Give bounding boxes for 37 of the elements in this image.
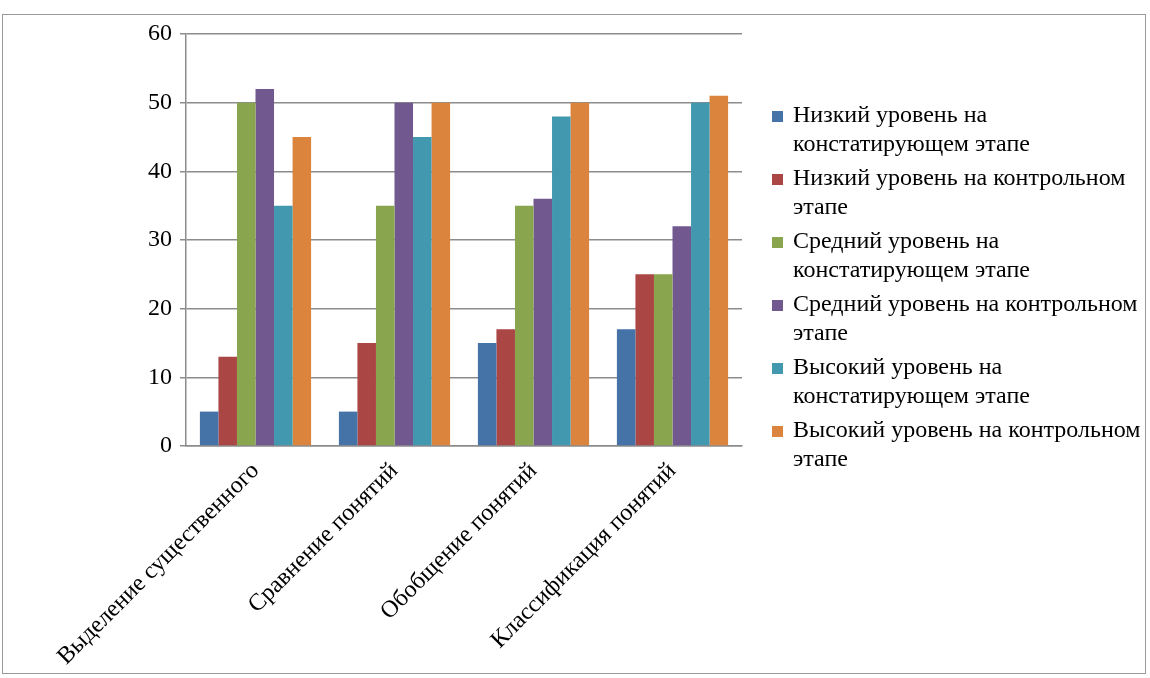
y-tick-label: 0 <box>160 431 172 458</box>
bar <box>552 116 571 446</box>
bar <box>274 205 293 446</box>
bar <box>199 411 219 446</box>
bar <box>496 329 515 446</box>
y-tick-label: 60 <box>148 19 172 46</box>
bar <box>672 226 692 446</box>
bar <box>218 356 237 446</box>
y-tick-label: 50 <box>148 87 172 114</box>
bar <box>709 95 729 446</box>
bar <box>236 102 256 446</box>
legend-label: Высокий уровень на контрольном этапе <box>793 415 1142 473</box>
bar <box>691 102 710 446</box>
y-tick-label: 40 <box>148 156 172 183</box>
bar <box>394 102 414 446</box>
bar <box>413 136 432 446</box>
legend-label: Низкий уровень на контрольном этапе <box>793 163 1127 221</box>
legend-label: Низкий уровень на констатирующем этапе <box>793 100 1031 158</box>
bar <box>616 329 636 446</box>
bar <box>431 102 451 446</box>
legend-label: Средний уровень на контрольном этапе <box>793 289 1139 347</box>
bar <box>653 274 673 446</box>
bar <box>477 342 497 446</box>
legend-label: Средний уровень на констатирующем этапе <box>793 226 1031 284</box>
bar <box>514 205 534 446</box>
bar <box>338 411 358 446</box>
bar <box>570 102 590 446</box>
bar <box>357 342 376 446</box>
bar <box>375 205 395 446</box>
bar <box>533 198 553 446</box>
y-tick-label: 30 <box>148 225 172 252</box>
y-tick-label: 20 <box>148 293 172 320</box>
bar <box>635 274 654 446</box>
y-tick-label: 10 <box>148 362 172 389</box>
bar <box>255 88 275 446</box>
legend-label: Высокий уровень на констатирующем этапе <box>793 352 1031 410</box>
bar <box>292 136 312 446</box>
